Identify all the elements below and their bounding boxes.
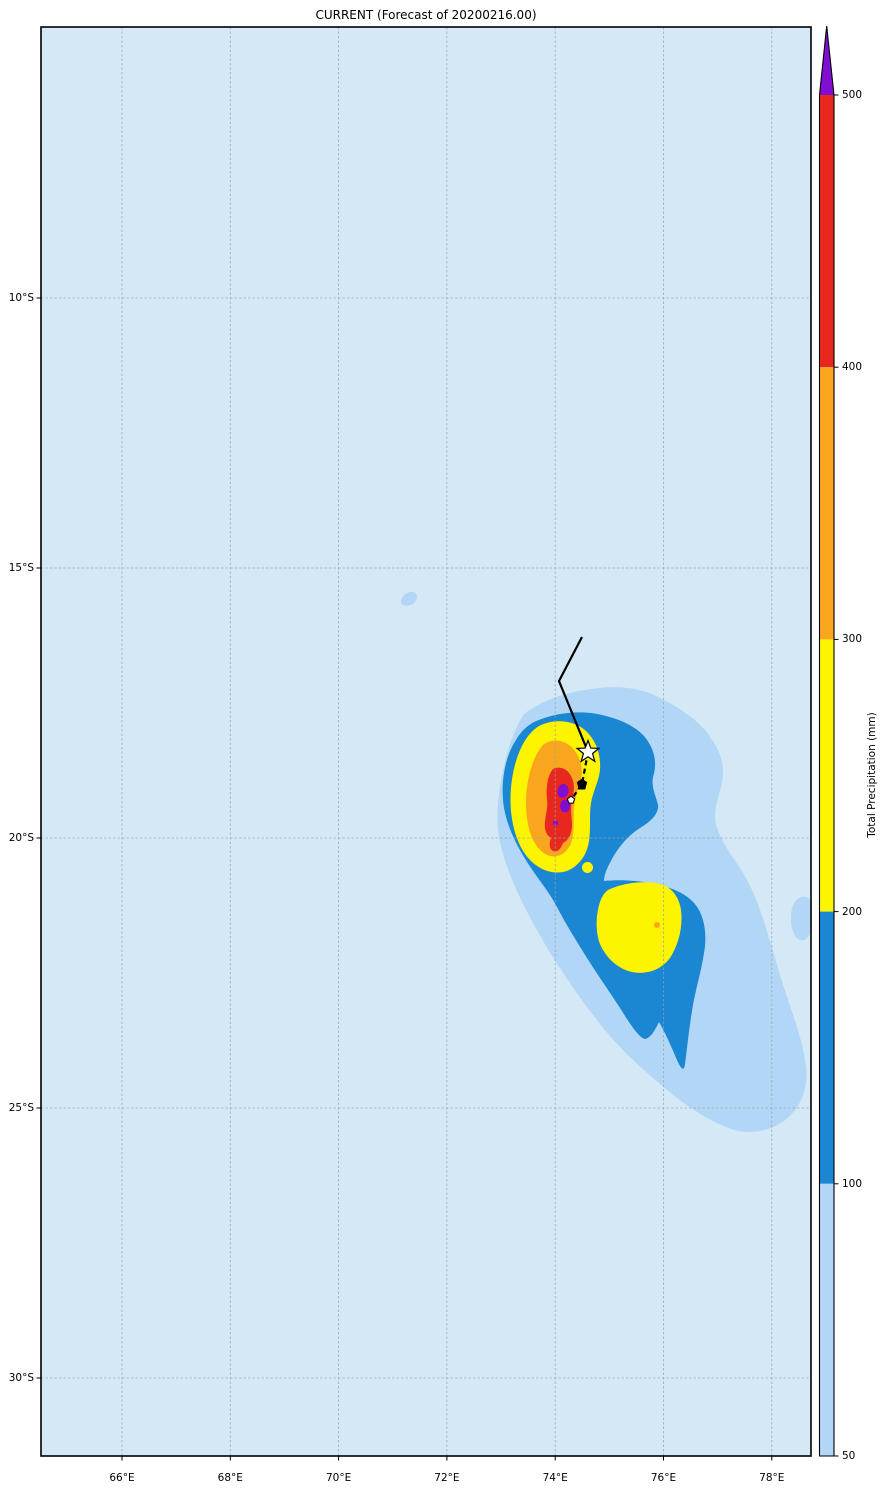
ytick-15s: 15°S	[8, 562, 34, 574]
pentagon-marker-filled	[576, 778, 588, 790]
contour-500mm-dot	[552, 820, 559, 826]
colorbar-seg-300-400	[819, 367, 834, 640]
xtick-78e: 78°E	[759, 1472, 785, 1484]
current-position-star	[575, 738, 601, 763]
colorbar-extend-triangle	[819, 26, 834, 95]
cbar-tick-400: 400	[842, 361, 863, 374]
contour-50mm-patch-east	[790, 896, 811, 941]
ytick-30s: 30°S	[8, 1372, 34, 1384]
xtick-76e: 76°E	[650, 1472, 677, 1484]
colorbar-seg-400-500	[819, 95, 834, 368]
colorbar	[818, 25, 839, 1457]
track-line-solid	[557, 636, 590, 753]
xtick-70e: 70°E	[325, 1472, 352, 1484]
cbar-tick-100: 100	[842, 1177, 863, 1190]
contour-200mm-south-lobe	[596, 882, 682, 973]
contour-500mm-south	[560, 799, 570, 813]
axis-ticks	[36, 297, 773, 1461]
contour-200mm-dot	[582, 862, 593, 873]
contour-50mm-patch-small	[728, 945, 735, 953]
pentagon-marker-open	[566, 795, 576, 804]
cbar-tick-200: 200	[842, 905, 863, 918]
storm-track	[557, 636, 601, 804]
cbar-tick-300: 300	[842, 633, 863, 646]
colorbar-seg-100-200	[819, 911, 834, 1184]
map-border	[40, 26, 812, 1457]
cbar-tick-500: 500	[842, 89, 863, 101]
colorbar-ticks	[834, 94, 839, 1457]
ytick-10s: 10°S	[8, 292, 34, 304]
cbar-tick-50: 50	[842, 1450, 856, 1462]
xtick-74e: 74°E	[542, 1472, 568, 1484]
colorbar-seg-50-100	[819, 1183, 834, 1456]
xtick-68e: 68°E	[217, 1472, 243, 1484]
contour-500mm-north	[557, 784, 569, 798]
xtick-72e: 72°E	[434, 1472, 460, 1484]
colorbar-axis-label: Total Precipitation (mm)	[866, 712, 878, 838]
colorbar-outline	[818, 25, 835, 1457]
chart-title: CURRENT (Forecast of 20200216.00)	[315, 8, 537, 22]
xtick-66e: 66°E	[109, 1472, 135, 1484]
contour-300mm-dot-south	[654, 922, 660, 928]
contour-50mm-patch-nw	[401, 591, 417, 606]
ytick-20s: 20°S	[8, 832, 34, 844]
ytick-25s: 25°S	[8, 1102, 34, 1114]
track-line-dashed	[570, 751, 590, 801]
colorbar-seg-200-300	[819, 639, 834, 912]
gridlines	[41, 27, 811, 1456]
